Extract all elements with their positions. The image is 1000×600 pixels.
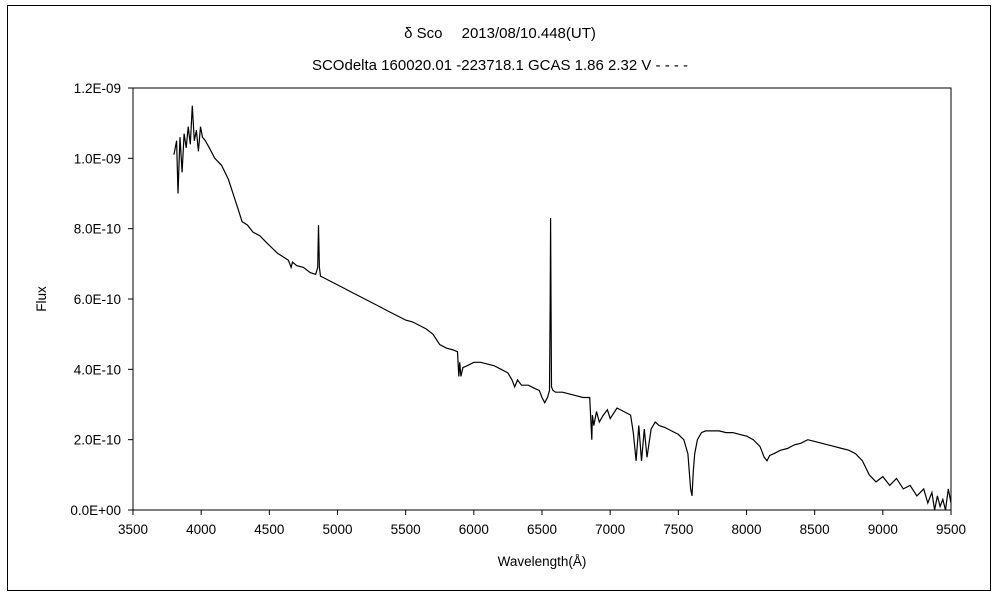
x-tick-label: 6500 [527,522,557,537]
y-tick-label: 0.0E+00 [70,503,121,518]
chart-title: δ Sco 2013/08/10.448(UT) [404,25,596,42]
x-axis: 3500 4000 4500 5000 5500 6000 6500 7000 7500 8000… [118,510,966,537]
plot-area [132,87,952,511]
y-tick-label: 2.0E-10 [74,433,121,448]
x-tick-label: 6000 [459,522,489,537]
y-tick-label: 1.2E-09 [74,81,121,96]
x-tick-label: 4000 [186,522,216,537]
y-axis-label: Flux [34,286,49,312]
y-tick-label: 6.0E-10 [74,292,121,307]
chart-subtitle: SCOdelta 160020.01 -223718.1 GCAS 1.86 2… [311,57,689,74]
x-tick-label: 4500 [254,522,284,537]
x-tick-label: 3500 [118,522,148,537]
x-tick-label: 8500 [800,522,830,537]
y-axis: 0.0E+00 2.0E-10 4.0E-10 6.0E-10 8.0E-10 1.0E-… [70,81,133,518]
x-tick-label: 9000 [868,522,898,537]
x-tick-label: 7000 [595,522,625,537]
y-tick-label: 4.0E-10 [74,362,121,377]
x-tick-label: 8000 [731,522,761,537]
x-tick-label: 9500 [936,522,966,537]
x-axis-label: Wavelength(Å) [498,554,587,569]
y-tick-label: 1.0E-09 [74,151,121,166]
chart-area-border [7,5,991,591]
series-line-flux [173,105,952,511]
x-tick-label: 5500 [391,522,421,537]
y-tick-label: 8.0E-10 [74,222,121,237]
x-tick-label: 5000 [322,522,352,537]
x-tick-label: 7500 [663,522,693,537]
